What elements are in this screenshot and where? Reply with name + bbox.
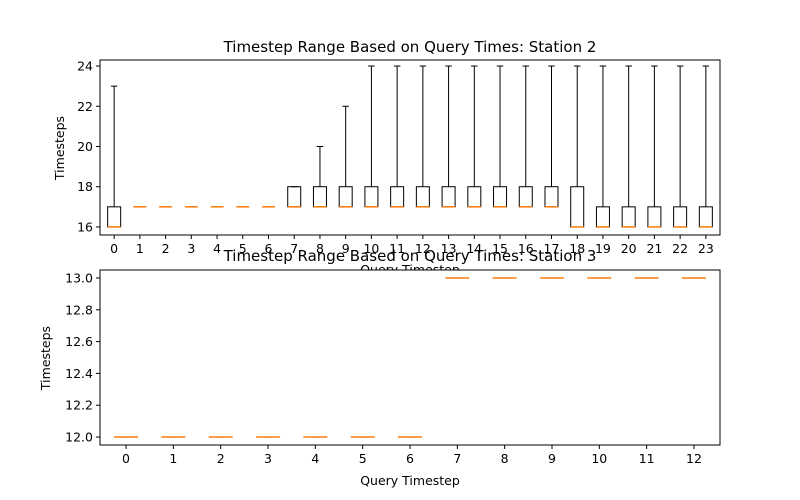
- box-8: [312, 145, 327, 208]
- x-tick-label: 12: [415, 241, 431, 256]
- station-3-marks: [114, 277, 706, 438]
- station-2-boxplot: 0 1 2 3 4 5 6 7 8 9 10 11 12 13 14 15 16 17 18 19 20 21 22 23 1…: [52, 38, 721, 277]
- x-tick-label: 3: [187, 241, 195, 256]
- station-2-marks: [107, 65, 713, 228]
- box-12: [415, 65, 430, 208]
- x-tick-label: 6: [265, 241, 273, 256]
- x-tick-label: 18: [569, 241, 585, 256]
- chart-title: Timestep Range Based on Query Times: Sta…: [223, 247, 597, 265]
- x-tick-label: 9: [548, 451, 556, 466]
- x-tick-label: 5: [359, 451, 367, 466]
- station-2-y-ticks: 16 18 20 22 24: [77, 59, 100, 234]
- x-tick-label: 2: [162, 241, 170, 256]
- x-tick-label: 19: [595, 241, 611, 256]
- x-tick-label: 0: [110, 241, 118, 256]
- x-axis-label: Query Timestep: [360, 473, 460, 488]
- x-tick-label: 0: [122, 451, 130, 466]
- x-tick-label: 1: [169, 451, 177, 466]
- axes-background: [100, 60, 720, 235]
- y-tick-label: 20: [77, 139, 93, 154]
- x-tick-label: 6: [406, 451, 414, 466]
- box-18: [570, 65, 585, 228]
- box-9: [338, 105, 353, 208]
- x-tick-label: 10: [591, 451, 607, 466]
- x-tick-label: 3: [264, 451, 272, 466]
- x-tick-label: 11: [639, 451, 655, 466]
- box-23: [698, 65, 713, 228]
- x-tick-label: 16: [518, 241, 534, 256]
- x-tick-label: 4: [311, 451, 319, 466]
- x-tick-label: 20: [621, 241, 637, 256]
- y-tick-label: 12.2: [65, 398, 93, 413]
- y-tick-label: 16: [77, 219, 93, 234]
- box-13: [441, 65, 456, 208]
- box-20: [621, 65, 636, 228]
- axes-frame: [99, 59, 721, 236]
- x-tick-label: 14: [466, 241, 482, 256]
- box-21: [647, 65, 662, 228]
- station-3-x-ticks: 0 1 2 3 4 5 6 7 8 9 10 11 12: [122, 445, 702, 466]
- box-17: [544, 65, 559, 208]
- box-14: [467, 65, 482, 208]
- y-tick-label: 18: [77, 179, 93, 194]
- y-tick-label: 13.0: [65, 270, 93, 285]
- box-19: [595, 65, 610, 228]
- x-tick-label: 7: [453, 451, 461, 466]
- x-tick-label: 22: [672, 241, 688, 256]
- box-7: [287, 186, 302, 208]
- x-tick-label: 7: [290, 241, 298, 256]
- box-11: [390, 65, 405, 208]
- y-tick-label: 22: [77, 99, 93, 114]
- x-tick-label: 8: [316, 241, 324, 256]
- axes-background: [100, 270, 720, 445]
- box-0: [107, 85, 122, 228]
- x-tick-label: 12: [686, 451, 702, 466]
- chart-title: Timestep Range Based on Query Times: Sta…: [223, 38, 597, 56]
- x-tick-label: 10: [363, 241, 379, 256]
- y-tick-label: 12.0: [65, 430, 93, 445]
- station-3-boxplot: 0 1 2 3 4 5 6 7 8 9 10 11 12 12.012.212.412.612.813.…: [38, 247, 721, 488]
- y-tick-label: 12.8: [65, 302, 93, 317]
- box-10: [364, 65, 379, 208]
- station-3-y-ticks: 12.0 12.2 12.4 12.6 12.8 13.0: [65, 270, 100, 445]
- y-tick-label: 12.6: [65, 334, 93, 349]
- box-15: [493, 65, 508, 208]
- y-axis-label: Timesteps: [38, 326, 53, 391]
- y-axis-label: Timesteps: [52, 116, 67, 181]
- x-tick-label: 21: [646, 241, 662, 256]
- x-tick-label: 11: [389, 241, 405, 256]
- x-tick-label: 23: [698, 241, 714, 256]
- x-tick-label: 2: [217, 451, 225, 466]
- box-22: [673, 65, 688, 228]
- x-tick-label: 5: [239, 241, 247, 256]
- x-tick-label: 15: [492, 241, 508, 256]
- x-tick-label: 1: [136, 241, 144, 256]
- station-2-x-ticks: 0 1 2 3 4 5 6 7 8 9 10 11 12 13 14 15 16 17 18 19 20 21 22 23: [110, 235, 714, 256]
- y-tick-label: 12.4: [65, 366, 93, 381]
- x-tick-label: 17: [544, 241, 560, 256]
- x-tick-label: 8: [501, 451, 509, 466]
- y-tick-label: 24: [77, 59, 93, 74]
- x-tick-label: 4: [213, 241, 221, 256]
- box-16: [518, 65, 533, 208]
- x-tick-label: 9: [342, 241, 350, 256]
- x-tick-label: 13: [441, 241, 457, 256]
